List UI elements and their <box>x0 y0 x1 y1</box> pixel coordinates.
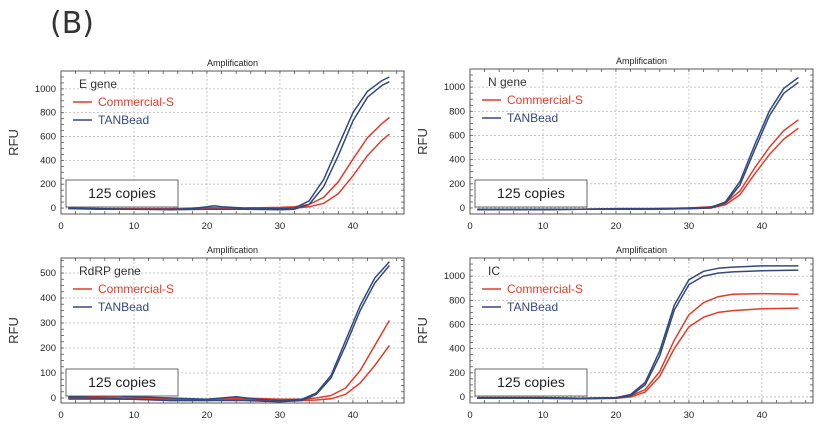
legend-label-tanbead: TANBead <box>507 300 558 314</box>
legend-label-commercial-s: Commercial-S <box>507 282 583 296</box>
x-tick-label: 40 <box>757 410 768 421</box>
y-tick-label: 200 <box>40 343 56 354</box>
y-tick-label: 1000 <box>444 82 465 93</box>
y-tick-label: 1000 <box>444 271 465 282</box>
y-tick-label: 400 <box>449 155 465 166</box>
y-tick-label: 0 <box>460 203 465 214</box>
x-tick-label: 0 <box>467 221 472 232</box>
x-tick-label: 10 <box>538 221 549 232</box>
x-tick-label: 10 <box>538 410 549 421</box>
series-line-tanbead-4 <box>477 269 799 400</box>
x-tick-label: 20 <box>611 410 622 421</box>
x-tick-label: 40 <box>348 221 359 232</box>
legend-title: RdRP gene <box>79 264 141 278</box>
y-tick-label: 600 <box>449 130 465 141</box>
legend-label-commercial-s: Commercial-S <box>98 282 174 296</box>
y-tick-label: 200 <box>449 368 465 379</box>
y-tick-label: 1000 <box>35 84 56 95</box>
y-tick-label: 0 <box>460 392 465 403</box>
y-tick-label: 200 <box>449 179 465 190</box>
x-tick-label: 0 <box>467 410 472 421</box>
x-tick-label: 40 <box>348 410 359 421</box>
y-axis-label: RFU <box>415 128 430 155</box>
x-tick-label: 30 <box>684 410 695 421</box>
legend-title: IC <box>488 264 500 278</box>
series-line-tanbead-4 <box>68 81 390 211</box>
x-tick-label: 30 <box>275 221 286 232</box>
copies-label: 125 copies <box>88 374 156 390</box>
plot-frame <box>469 257 814 404</box>
x-tick-label: 30 <box>684 221 695 232</box>
series-line-tanbead-4 <box>68 265 390 403</box>
copies-label: 125 copies <box>497 374 565 390</box>
y-tick-label: 600 <box>449 319 465 330</box>
y-tick-label: 100 <box>40 368 56 379</box>
y-tick-label: 400 <box>40 293 56 304</box>
x-tick-label: 10 <box>129 410 140 421</box>
figure-label: (B) <box>50 6 94 41</box>
y-tick-label: 400 <box>449 344 465 355</box>
legend-label-tanbead: TANBead <box>98 300 149 314</box>
y-axis-label: RFU <box>415 317 430 344</box>
y-tick-label: 400 <box>40 155 56 166</box>
copies-box <box>65 179 179 208</box>
copies-box <box>474 179 588 208</box>
x-tick-label: 30 <box>275 410 286 421</box>
copies-label: 125 copies <box>88 185 156 201</box>
y-tick-label: 800 <box>449 106 465 117</box>
copies-label: 125 copies <box>497 185 565 201</box>
chart-title: Amplification <box>616 245 667 255</box>
y-axis-label: RFU <box>6 129 21 156</box>
chart-title: Amplification <box>616 56 667 66</box>
y-axis-label: RFU <box>6 317 21 344</box>
x-tick-label: 20 <box>611 221 622 232</box>
legend-label-tanbead: TANBead <box>507 111 558 125</box>
y-tick-label: 200 <box>40 179 56 190</box>
series-line-tanbead-4 <box>477 81 799 211</box>
plot-frame <box>60 257 405 404</box>
x-tick-label: 10 <box>129 221 140 232</box>
copies-box <box>474 368 588 397</box>
x-tick-label: 0 <box>58 410 63 421</box>
plot-frame <box>469 68 814 215</box>
x-tick-label: 0 <box>58 221 63 232</box>
legend-label-tanbead: TANBead <box>98 113 149 127</box>
x-tick-label: 40 <box>757 221 768 232</box>
x-tick-label: 20 <box>202 410 213 421</box>
chart-title: Amplification <box>207 58 258 68</box>
legend-label-commercial-s: Commercial-S <box>98 95 174 109</box>
legend-label-commercial-s: Commercial-S <box>507 93 583 107</box>
y-tick-label: 300 <box>40 318 56 329</box>
y-tick-label: 600 <box>40 132 56 143</box>
legend-title: N gene <box>488 75 527 89</box>
y-tick-label: 0 <box>51 203 56 214</box>
plot-frame <box>60 70 405 215</box>
y-tick-label: 500 <box>40 268 56 279</box>
chart-title: Amplification <box>207 245 258 255</box>
y-tick-label: 0 <box>51 393 56 404</box>
legend-title: E gene <box>79 77 117 91</box>
copies-box <box>65 368 179 397</box>
y-tick-label: 800 <box>40 108 56 119</box>
y-tick-label: 800 <box>449 295 465 306</box>
x-tick-label: 20 <box>202 221 213 232</box>
